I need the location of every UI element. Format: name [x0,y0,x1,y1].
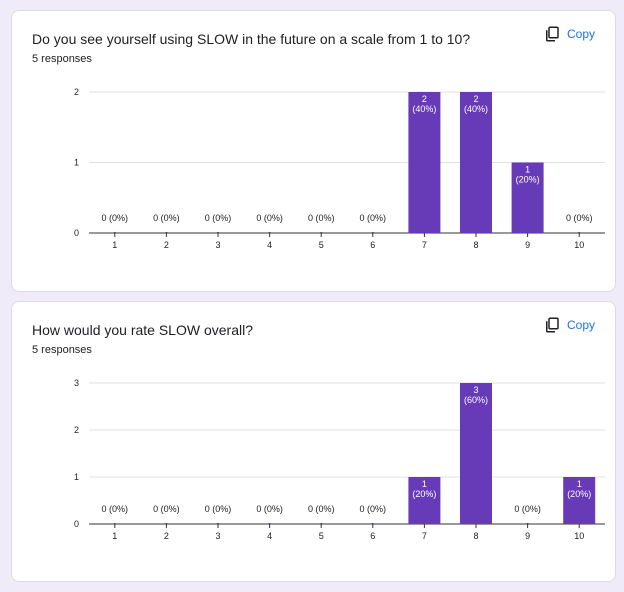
data-label-count: 3 [473,385,478,395]
question-title: How would you rate SLOW overall? [32,322,253,338]
question-title: Do you see yourself using SLOW in the fu… [32,31,471,47]
x-tick-label: 3 [215,240,220,250]
y-tick-label: 1 [74,472,79,482]
bar [526,523,529,524]
x-tick-label: 8 [473,240,478,250]
data-label-percent: (20%) [412,489,436,499]
data-label: 0 (0%) [102,504,129,514]
y-tick-label: 3 [74,378,79,388]
x-tick-label: 10 [574,531,584,541]
bar [408,477,441,524]
response-count: 5 responses [32,53,92,65]
data-label-percent: (60%) [464,395,488,405]
x-tick-label: 9 [525,240,530,250]
x-tick-label: 4 [267,240,272,250]
data-label-count: 1 [422,479,427,489]
bar [320,232,323,233]
data-label-count: 1 [525,165,530,175]
data-label: 0 (0%) [308,504,335,514]
x-tick-label: 3 [215,531,220,541]
data-label: 0 (0%) [566,213,593,223]
data-label: 0 (0%) [514,504,541,514]
bar [268,232,271,233]
data-label: 0 (0%) [205,504,232,514]
data-label-percent: (40%) [464,104,488,114]
copy-chart-button[interactable]: Copy [543,25,595,43]
bar [165,232,168,233]
copy-label: Copy [566,27,595,41]
data-label: 0 (0%) [308,213,335,223]
data-label-percent: (20%) [567,489,591,499]
data-label-percent: (40%) [412,104,436,114]
bar [320,523,323,524]
bar [460,92,492,233]
bar [165,523,168,524]
data-label-count: 1 [577,479,582,489]
data-label: 0 (0%) [102,213,129,223]
data-label: 0 (0%) [256,213,283,223]
bar [217,232,219,233]
x-tick-label: 5 [319,531,324,541]
data-label: 0 (0%) [153,504,180,514]
x-tick-label: 10 [574,240,584,250]
bar [578,232,581,233]
bar [563,477,596,524]
y-tick-label: 0 [74,519,79,529]
question-card-1: Do you see yourself using SLOW in the fu… [11,10,616,292]
bar [408,92,441,233]
bar-chart: 0 1 2 1 0 (0%) 2 0 (0%) 3 0 (0%) 4 0 (0%) 5 0 (0%) 6 0… [74,87,605,250]
x-tick-label: 6 [370,531,375,541]
y-tick-label: 2 [74,87,79,97]
x-tick-label: 5 [319,240,324,250]
data-label-count: 2 [473,94,478,104]
bar-chart: 0 1 2 3 1 0 (0%) 2 0 (0%) 3 0 (0%) 4 0 (0%) 5 0 (0%) 6… [74,378,605,541]
x-tick-label: 8 [473,531,478,541]
copy-icon [545,26,559,42]
bar [268,523,271,524]
y-tick-label: 0 [74,228,79,238]
response-count: 5 responses [32,344,92,356]
bar [371,232,374,233]
data-label: 0 (0%) [205,213,232,223]
x-tick-label: 7 [422,531,427,541]
x-tick-label: 1 [112,531,117,541]
bar [460,383,492,524]
copy-label: Copy [566,318,595,332]
x-tick-label: 2 [164,240,169,250]
question-card-2: How would you rate SLOW overall? 5 respo… [11,301,616,582]
data-label-count: 2 [422,94,427,104]
bar [113,523,116,524]
bar [217,523,219,524]
x-tick-label: 2 [164,531,169,541]
data-label: 0 (0%) [256,504,283,514]
copy-chart-button[interactable]: Copy [543,316,595,334]
x-tick-label: 9 [525,531,530,541]
data-label: 0 (0%) [360,504,387,514]
y-tick-label: 1 [74,158,79,168]
bar [113,232,116,233]
x-tick-label: 4 [267,531,272,541]
data-label-percent: (20%) [516,175,540,185]
data-label: 0 (0%) [153,213,180,223]
x-tick-label: 6 [370,240,375,250]
data-label: 0 (0%) [360,213,387,223]
copy-icon [545,317,559,333]
x-tick-label: 7 [422,240,427,250]
x-tick-label: 1 [112,240,117,250]
bar [371,523,374,524]
y-tick-label: 2 [74,425,79,435]
bar [511,162,544,233]
